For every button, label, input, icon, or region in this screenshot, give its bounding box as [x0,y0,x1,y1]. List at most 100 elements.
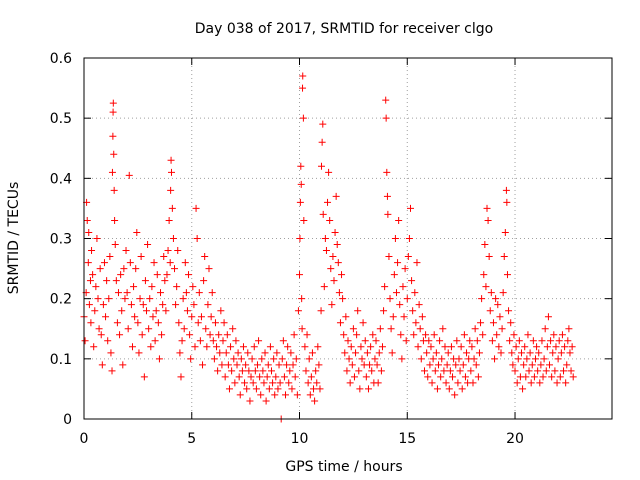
data-point [146,295,154,303]
data-point [163,271,171,279]
data-point [408,277,416,285]
data-point [449,373,457,381]
data-point [270,355,278,363]
data-point [110,150,118,158]
data-point [149,313,157,321]
data-point [506,337,514,345]
data-point [145,325,153,333]
data-point [237,355,245,363]
data-point [364,385,372,393]
data-point [265,385,273,393]
data-point [371,355,379,363]
data-point [296,198,304,206]
data-point [313,379,321,387]
data-point [376,325,384,333]
data-point [249,379,257,387]
data-point [494,301,502,309]
data-point [85,301,93,309]
data-point [88,247,96,255]
data-point [354,307,362,315]
data-point [261,349,269,357]
data-point [362,373,370,381]
data-point [297,162,305,170]
data-point [386,295,394,303]
data-point [220,319,228,327]
data-point [199,361,207,369]
data-point [387,325,395,333]
data-point [415,301,423,309]
data-point [211,319,219,327]
data-point [308,349,316,357]
data-point [424,373,432,381]
data-point [113,319,121,327]
data-point [128,343,136,351]
data-point [183,307,191,315]
data-point [526,349,534,357]
data-point [358,355,366,363]
data-point [320,283,328,291]
data-point [217,307,225,315]
data-point [342,313,350,321]
data-point [275,361,283,369]
data-point [357,343,365,351]
data-point [399,283,407,291]
x-tick-label: 20 [506,431,524,447]
data-point [186,331,194,339]
data-point [289,361,297,369]
data-point [271,391,279,399]
data-point [403,295,411,303]
data-point [236,391,244,399]
data-point [508,349,516,357]
data-point [461,373,469,381]
data-point [324,198,332,206]
data-point [421,367,429,375]
data-point [93,235,101,242]
data-point [416,325,424,333]
data-point [154,319,162,327]
data-point [138,331,146,339]
chart-title: Day 038 of 2017, SRMTID for receiver clg… [195,21,493,37]
data-point [396,301,404,309]
data-point [151,337,159,345]
data-point [543,343,551,351]
data-point [137,253,145,261]
data-point [361,337,369,345]
data-point [477,319,485,327]
data-point [168,204,176,212]
data-point [253,361,261,369]
data-point [257,391,265,399]
data-point [458,385,466,393]
data-point [418,313,426,321]
data-point [250,343,258,351]
data-point [177,373,185,381]
data-point [406,204,414,212]
data-point [234,349,242,357]
data-point [255,337,263,345]
data-point [297,180,305,188]
data-point [341,349,349,357]
data-point [197,313,205,321]
data-point [287,349,295,357]
data-point [238,367,246,375]
data-point [252,385,260,393]
data-point [305,355,313,363]
data-point [484,216,492,224]
data-point [521,343,529,351]
data-point [174,247,182,255]
data-point [85,228,93,236]
data-point [394,259,402,267]
data-point [553,379,561,387]
data-point [528,361,536,369]
data-point [326,216,334,224]
data-point [552,343,560,351]
data-point [225,385,233,393]
y-tick-label: 0.2 [50,292,72,308]
data-point [150,259,158,267]
data-point [180,325,188,333]
data-point [315,361,323,369]
data-point [171,265,179,273]
data-point [200,277,208,285]
data-point [459,361,467,369]
data-point [515,337,523,345]
data-point [210,355,218,363]
